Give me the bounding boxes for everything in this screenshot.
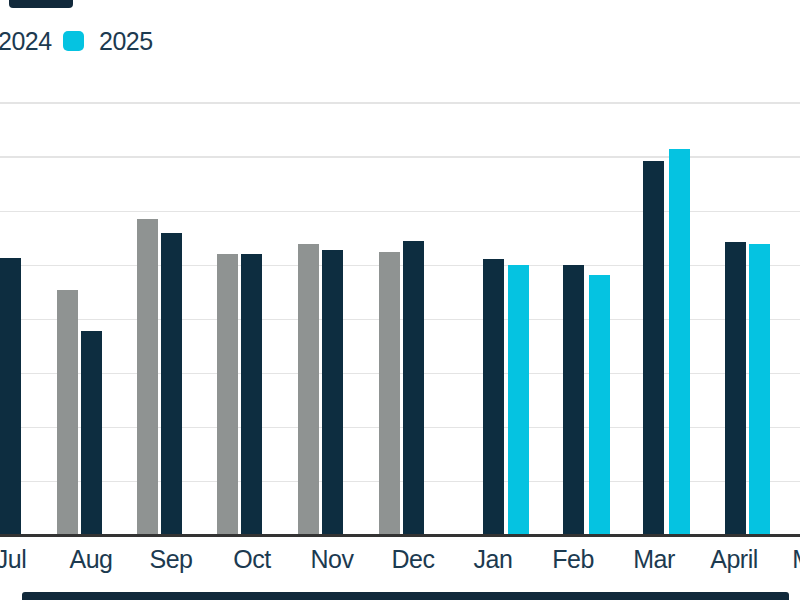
x-axis-label-nov: Nov	[311, 545, 354, 574]
bar-aug-navy[interactable]	[81, 331, 102, 534]
bar-jul-navy[interactable]	[0, 258, 21, 534]
x-axis-label-dec: Dec	[392, 545, 435, 574]
bar-nov-gray[interactable]	[298, 244, 319, 534]
bar-mar-cyan[interactable]	[669, 149, 690, 534]
bar-feb-cyan[interactable]	[589, 275, 610, 534]
chart-page: 2024 2025 JulAugSepOctNovDecJanFebMarApr…	[0, 0, 800, 600]
bar-dec-gray[interactable]	[379, 252, 400, 534]
bar-april-cyan[interactable]	[749, 244, 770, 534]
x-axis-line	[0, 534, 800, 537]
x-axis-label-oct: Oct	[233, 545, 270, 574]
x-axis-label-mar: Mar	[633, 545, 675, 574]
bar-mar-navy[interactable]	[643, 161, 664, 534]
gridline	[0, 102, 800, 104]
bar-aug-gray[interactable]	[57, 290, 78, 534]
bar-jan-cyan[interactable]	[508, 265, 529, 534]
plot-area: Jul Aug Sep Oct Nov Dec Jan Feb Mar April May	[0, 0, 800, 600]
bar-sep-gray[interactable]	[137, 219, 158, 534]
bar-oct-gray[interactable]	[217, 254, 238, 534]
x-axis-label-may: May	[792, 545, 800, 574]
x-axis-label-april: April	[710, 545, 758, 574]
bar-sep-navy[interactable]	[161, 233, 182, 534]
bar-april-navy[interactable]	[725, 242, 746, 534]
x-axis-label-sep: Sep	[150, 545, 193, 574]
x-axis-label-feb: Feb	[552, 545, 594, 574]
bar-jan-navy[interactable]	[483, 259, 504, 534]
bar-dec-navy[interactable]	[403, 241, 424, 534]
x-axis-label-aug: Aug	[70, 545, 113, 574]
bar-oct-navy[interactable]	[241, 254, 262, 534]
cutoff-element-bottom	[22, 592, 789, 600]
bar-feb-navy[interactable]	[563, 265, 584, 534]
x-axis-label-jul: Jul	[0, 545, 26, 574]
bar-nov-navy[interactable]	[322, 250, 343, 534]
x-axis-label-jan: Jan	[474, 545, 513, 574]
